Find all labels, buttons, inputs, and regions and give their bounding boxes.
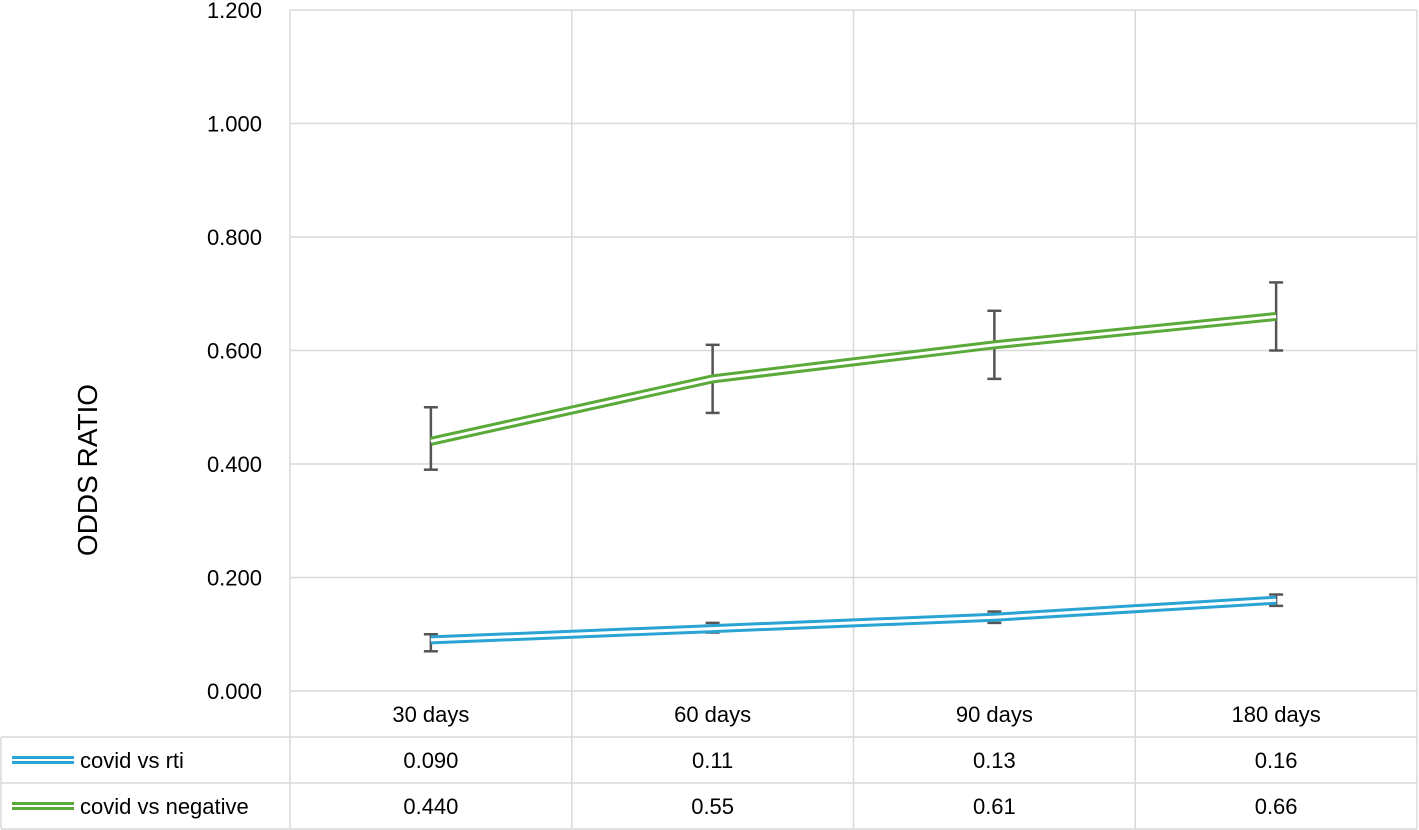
x-category-label: 90 days [956,702,1033,727]
x-category-label: 180 days [1231,702,1320,727]
data-value-label: 0.440 [403,794,458,819]
y-axis-label: ODDS RATIO [72,384,103,556]
y-axis-ticks: 0.000 0.200 0.400 0.600 0.800 1.000 1.200 [207,0,262,704]
legend-series-name: covid vs negative [80,794,249,819]
data-value-label: 0.13 [973,748,1016,773]
data-value-label: 0.61 [973,794,1016,819]
y-tick-label: 0.400 [207,452,262,477]
y-tick-label: 1.200 [207,0,262,23]
error-bars [423,281,1284,653]
data-value-label: 0.66 [1255,794,1298,819]
legend-series-name: covid vs rti [80,748,184,773]
x-category-label: 30 days [392,702,469,727]
series-line-inner [430,314,1277,443]
y-tick-label: 0.200 [207,566,262,591]
series-lines [429,311,1277,645]
y-tick-label: 0.600 [207,339,262,364]
series-line-inner [430,598,1277,642]
data-value-label: 0.55 [691,794,734,819]
grid-lines [289,9,1418,829]
y-tick-label: 0.800 [207,225,262,250]
data-value-label: 0.090 [403,748,458,773]
data-value-label: 0.16 [1255,748,1298,773]
y-tick-label: 1.000 [207,112,262,137]
y-tick-label: 0.000 [207,679,262,704]
data-value-label: 0.11 [692,748,733,773]
data-table: 30 days 60 days 90 days 180 days covid vs rt… [0,702,1417,830]
x-category-label: 60 days [674,702,751,727]
